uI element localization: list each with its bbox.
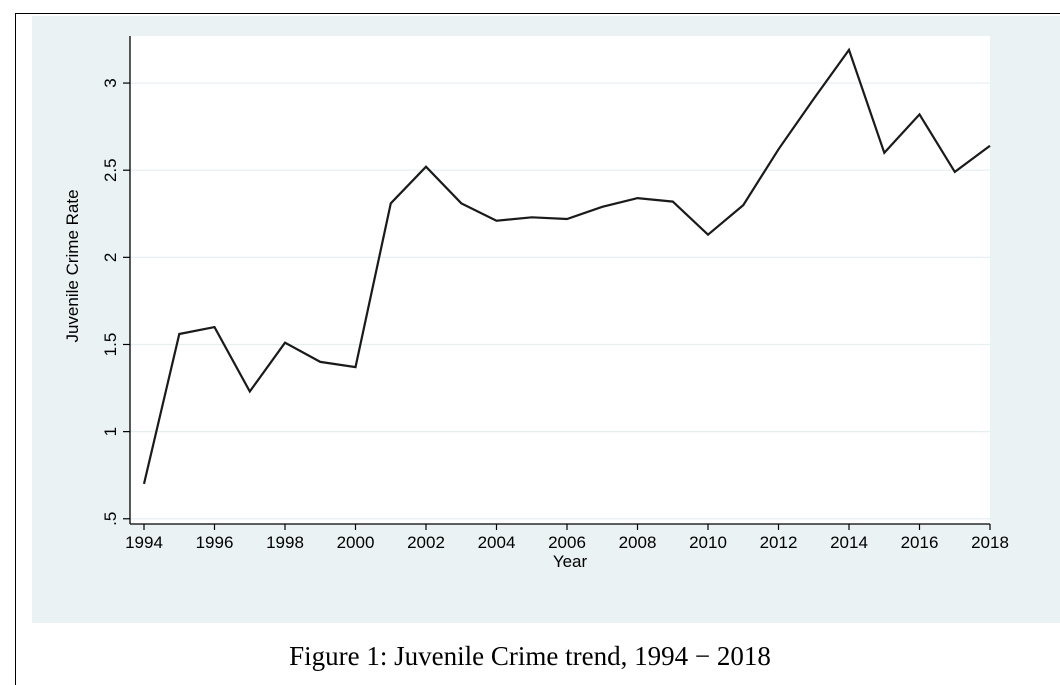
- x-tick-label: 1998: [266, 533, 304, 552]
- x-tick-label: 2004: [478, 533, 516, 552]
- x-tick-label: 1996: [196, 533, 234, 552]
- grid: [130, 82, 990, 520]
- ticks: .5 1 1.5 2 2.5 3 1994 1996 1998 2000 2002 2004 2006 2…: [101, 78, 1009, 552]
- x-tick-label: 2014: [830, 533, 868, 552]
- plot-area: [130, 36, 990, 524]
- x-tick-label: 2000: [337, 533, 375, 552]
- y-tick-label: .5: [101, 512, 120, 526]
- line-chart: .5 1 1.5 2 2.5 3 1994 1996 1998 2000 2002 2004 2006 2…: [63, 36, 1009, 571]
- y-tick-label: 2: [101, 253, 120, 262]
- x-tick-label: 2006: [548, 533, 586, 552]
- y-tick-label: 1: [101, 427, 120, 436]
- x-tick-label: 2008: [619, 533, 657, 552]
- axes: [129, 36, 990, 525]
- x-tick-label: 2012: [760, 533, 798, 552]
- x-axis-title: Year: [553, 552, 588, 571]
- chart-panel: .5 1 1.5 2 2.5 3 1994 1996 1998 2000 2002 2004 2006 2…: [32, 16, 1060, 623]
- series: [142, 47, 991, 485]
- x-tick-label: 2002: [407, 533, 445, 552]
- y-tick-label: 2.5: [101, 158, 120, 182]
- figure-frame: [15, 13, 1060, 685]
- figure-caption: Figure 1: Juvenile Crime trend, 1994 − 2…: [289, 641, 771, 671]
- y-tick-label: 3: [101, 78, 120, 87]
- series-line: [142, 47, 991, 485]
- y-tick-label: 1.5: [101, 333, 120, 357]
- y-axis-title: Juvenile Crime Rate: [63, 189, 82, 342]
- x-tick-label: 2016: [901, 533, 939, 552]
- x-tick-label: 1994: [125, 533, 163, 552]
- x-tick-label: 2018: [971, 533, 1009, 552]
- x-tick-label: 2010: [689, 533, 727, 552]
